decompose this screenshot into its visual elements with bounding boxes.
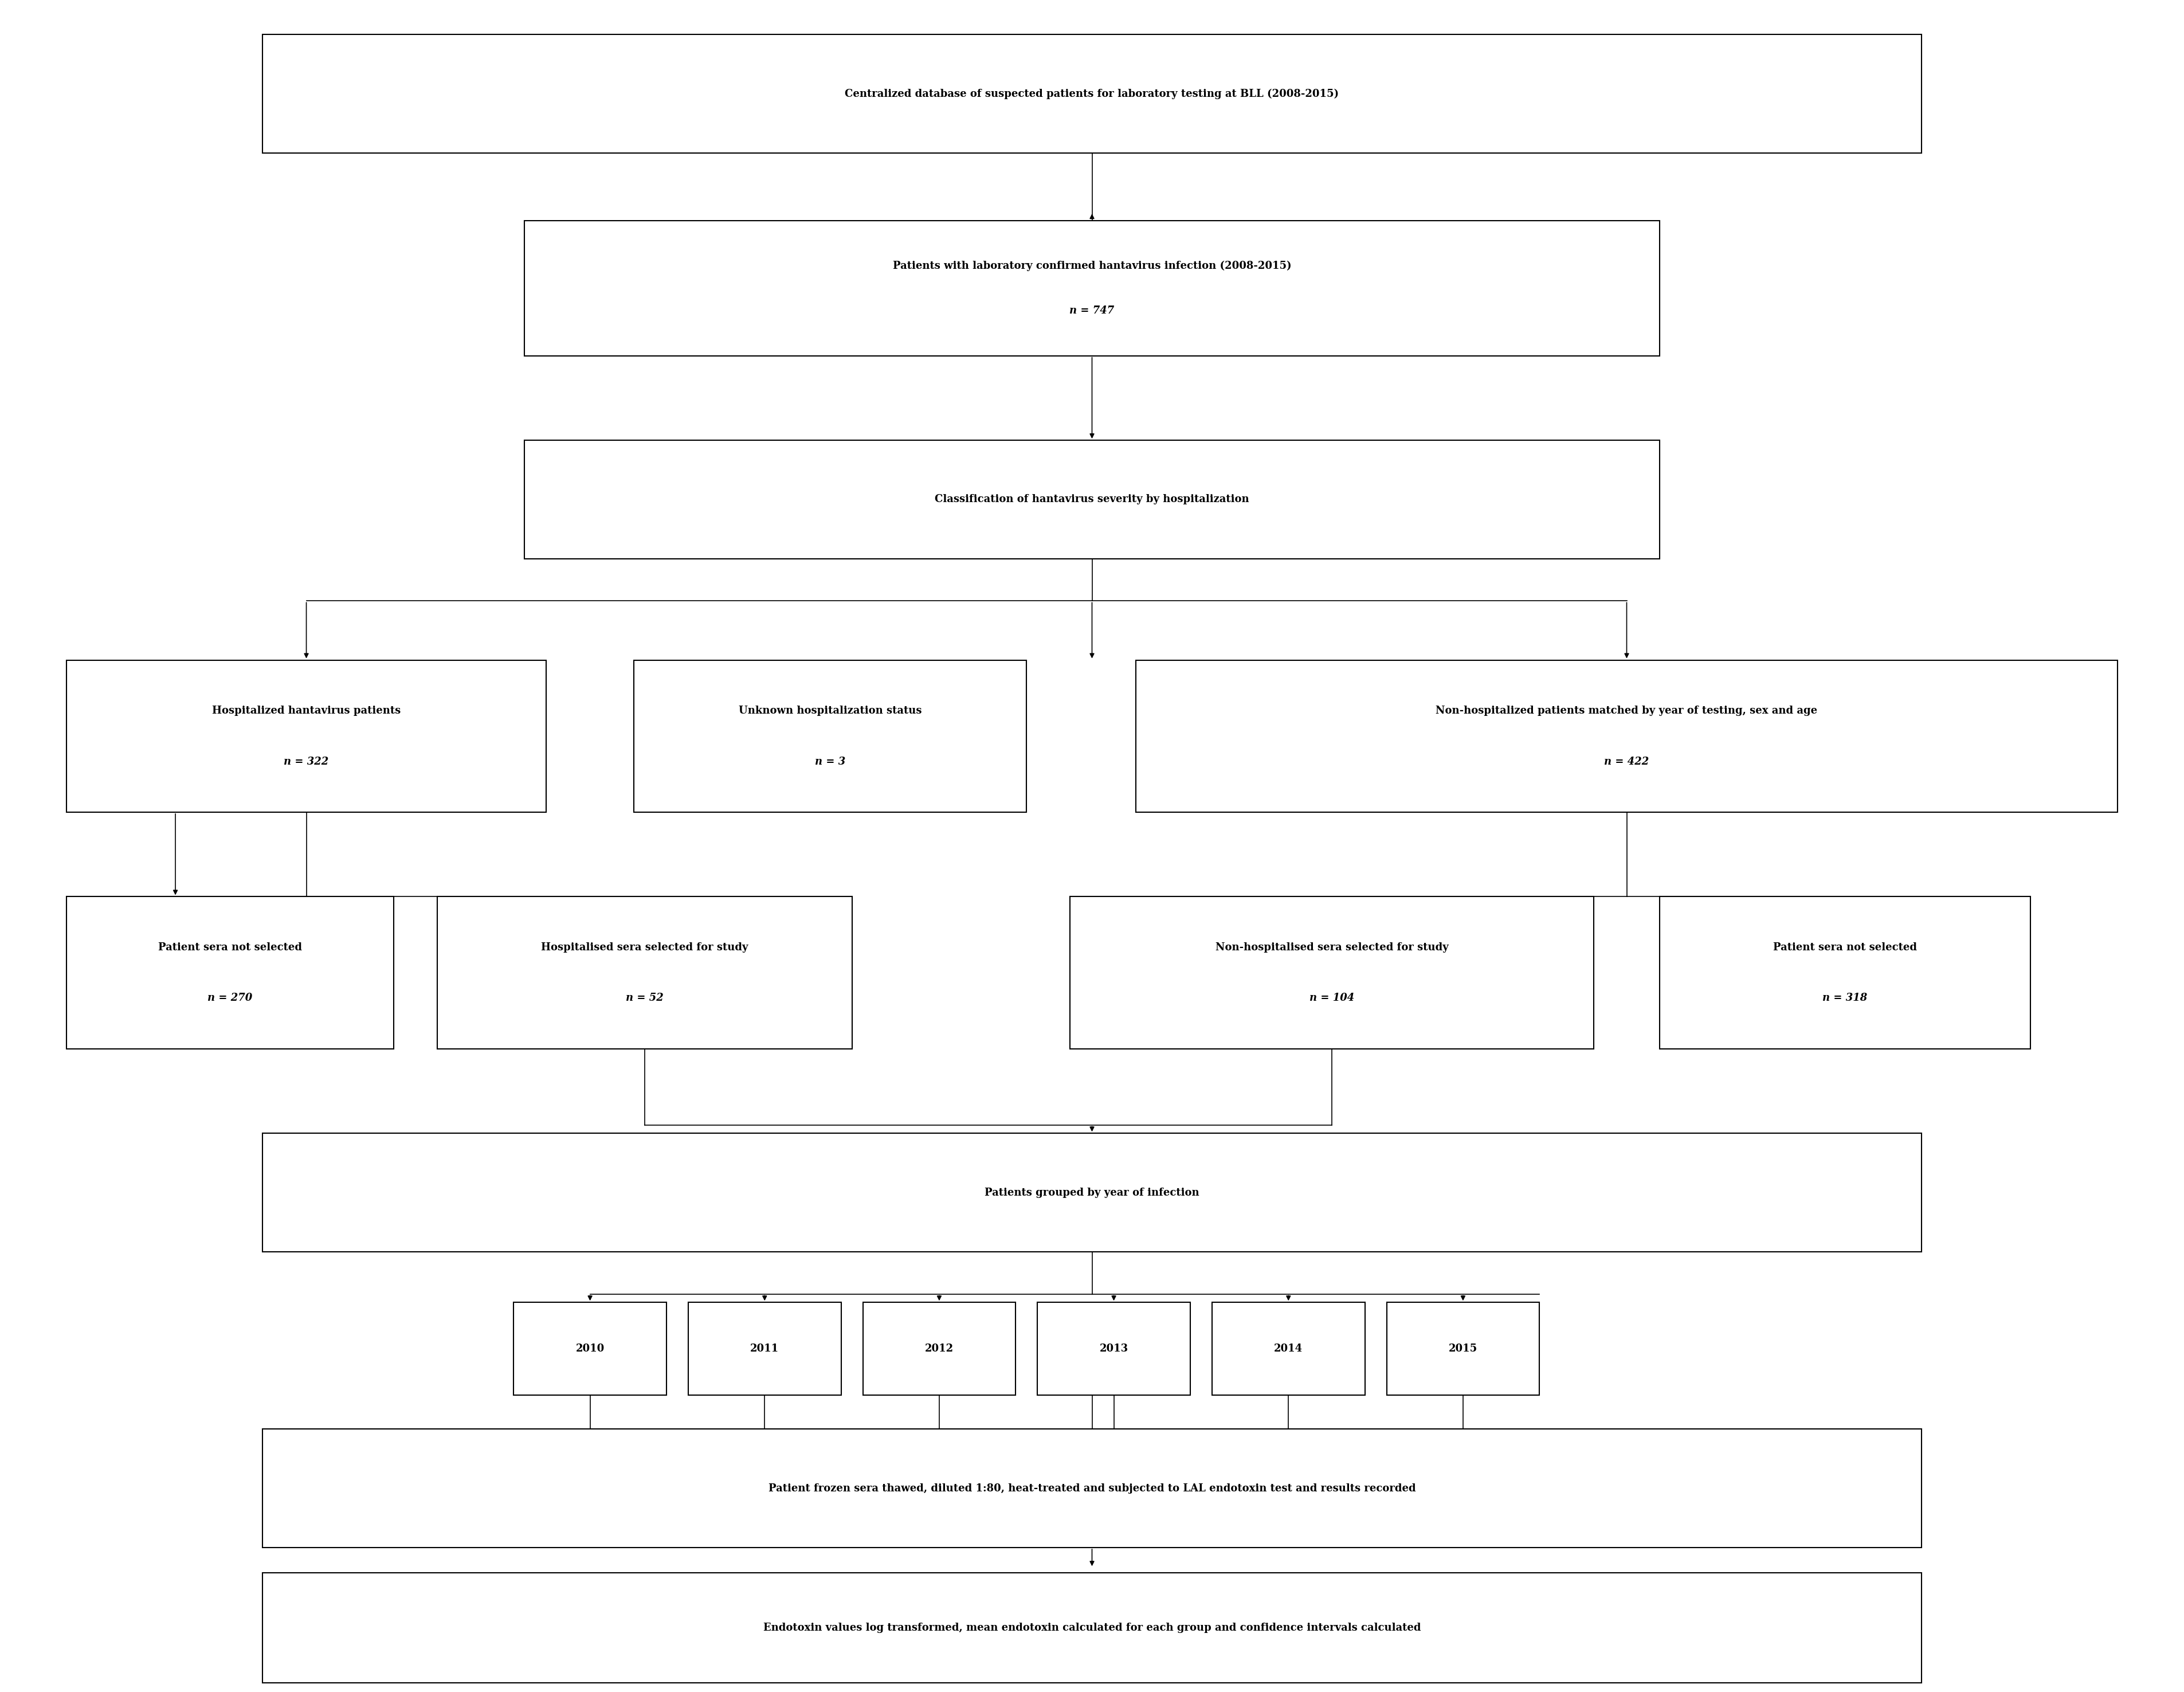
Text: Hospitalized hantavirus patients: Hospitalized hantavirus patients xyxy=(212,706,400,716)
FancyBboxPatch shape xyxy=(262,1430,1922,1548)
Text: 2010: 2010 xyxy=(577,1343,605,1354)
Text: Unknown hospitalization status: Unknown hospitalization status xyxy=(738,706,922,716)
Text: Non-hospitalized patients matched by year of testing, sex and age: Non-hospitalized patients matched by yea… xyxy=(1435,706,1817,716)
Text: Patient sera not selected: Patient sera not selected xyxy=(157,942,301,953)
Text: Hospitalised sera selected for study: Hospitalised sera selected for study xyxy=(542,942,749,953)
FancyBboxPatch shape xyxy=(513,1303,666,1396)
FancyBboxPatch shape xyxy=(262,34,1922,152)
Text: 2013: 2013 xyxy=(1099,1343,1129,1354)
FancyBboxPatch shape xyxy=(1070,897,1594,1049)
Text: n = 270: n = 270 xyxy=(207,993,253,1003)
FancyBboxPatch shape xyxy=(1136,660,2118,812)
Text: Endotoxin values log transformed, mean endotoxin calculated for each group and c: Endotoxin values log transformed, mean e… xyxy=(762,1623,1422,1633)
Text: Patients with laboratory confirmed hantavirus infection (2008-2015): Patients with laboratory confirmed hanta… xyxy=(893,261,1291,271)
Text: n = 322: n = 322 xyxy=(284,756,330,766)
FancyBboxPatch shape xyxy=(863,1303,1016,1396)
Text: 2015: 2015 xyxy=(1448,1343,1476,1354)
FancyBboxPatch shape xyxy=(437,897,852,1049)
FancyBboxPatch shape xyxy=(1387,1303,1540,1396)
FancyBboxPatch shape xyxy=(1660,897,2031,1049)
Text: Patient frozen sera thawed, diluted 1:80, heat-treated and subjected to LAL endo: Patient frozen sera thawed, diluted 1:80… xyxy=(769,1484,1415,1494)
FancyBboxPatch shape xyxy=(1212,1303,1365,1396)
Text: 2014: 2014 xyxy=(1273,1343,1304,1354)
Text: n = 52: n = 52 xyxy=(627,993,664,1003)
Text: n = 747: n = 747 xyxy=(1070,306,1114,316)
Text: 2012: 2012 xyxy=(924,1343,954,1354)
Text: Patients grouped by year of infection: Patients grouped by year of infection xyxy=(985,1188,1199,1198)
FancyBboxPatch shape xyxy=(66,897,393,1049)
Text: n = 104: n = 104 xyxy=(1310,993,1354,1003)
FancyBboxPatch shape xyxy=(688,1303,841,1396)
FancyBboxPatch shape xyxy=(262,1574,1922,1684)
Text: 2011: 2011 xyxy=(751,1343,780,1354)
Text: Classification of hantavirus severity by hospitalization: Classification of hantavirus severity by… xyxy=(935,494,1249,504)
FancyBboxPatch shape xyxy=(262,1134,1922,1252)
FancyBboxPatch shape xyxy=(633,660,1026,812)
FancyBboxPatch shape xyxy=(524,220,1660,355)
Text: n = 3: n = 3 xyxy=(815,756,845,766)
Text: Non-hospitalised sera selected for study: Non-hospitalised sera selected for study xyxy=(1216,942,1448,953)
Text: n = 422: n = 422 xyxy=(1605,756,1649,766)
FancyBboxPatch shape xyxy=(66,660,546,812)
FancyBboxPatch shape xyxy=(1037,1303,1190,1396)
FancyBboxPatch shape xyxy=(524,440,1660,558)
Text: Centralized database of suspected patients for laboratory testing at BLL (2008-2: Centralized database of suspected patien… xyxy=(845,88,1339,100)
Text: n = 318: n = 318 xyxy=(1821,993,1867,1003)
Text: Patient sera not selected: Patient sera not selected xyxy=(1773,942,1918,953)
